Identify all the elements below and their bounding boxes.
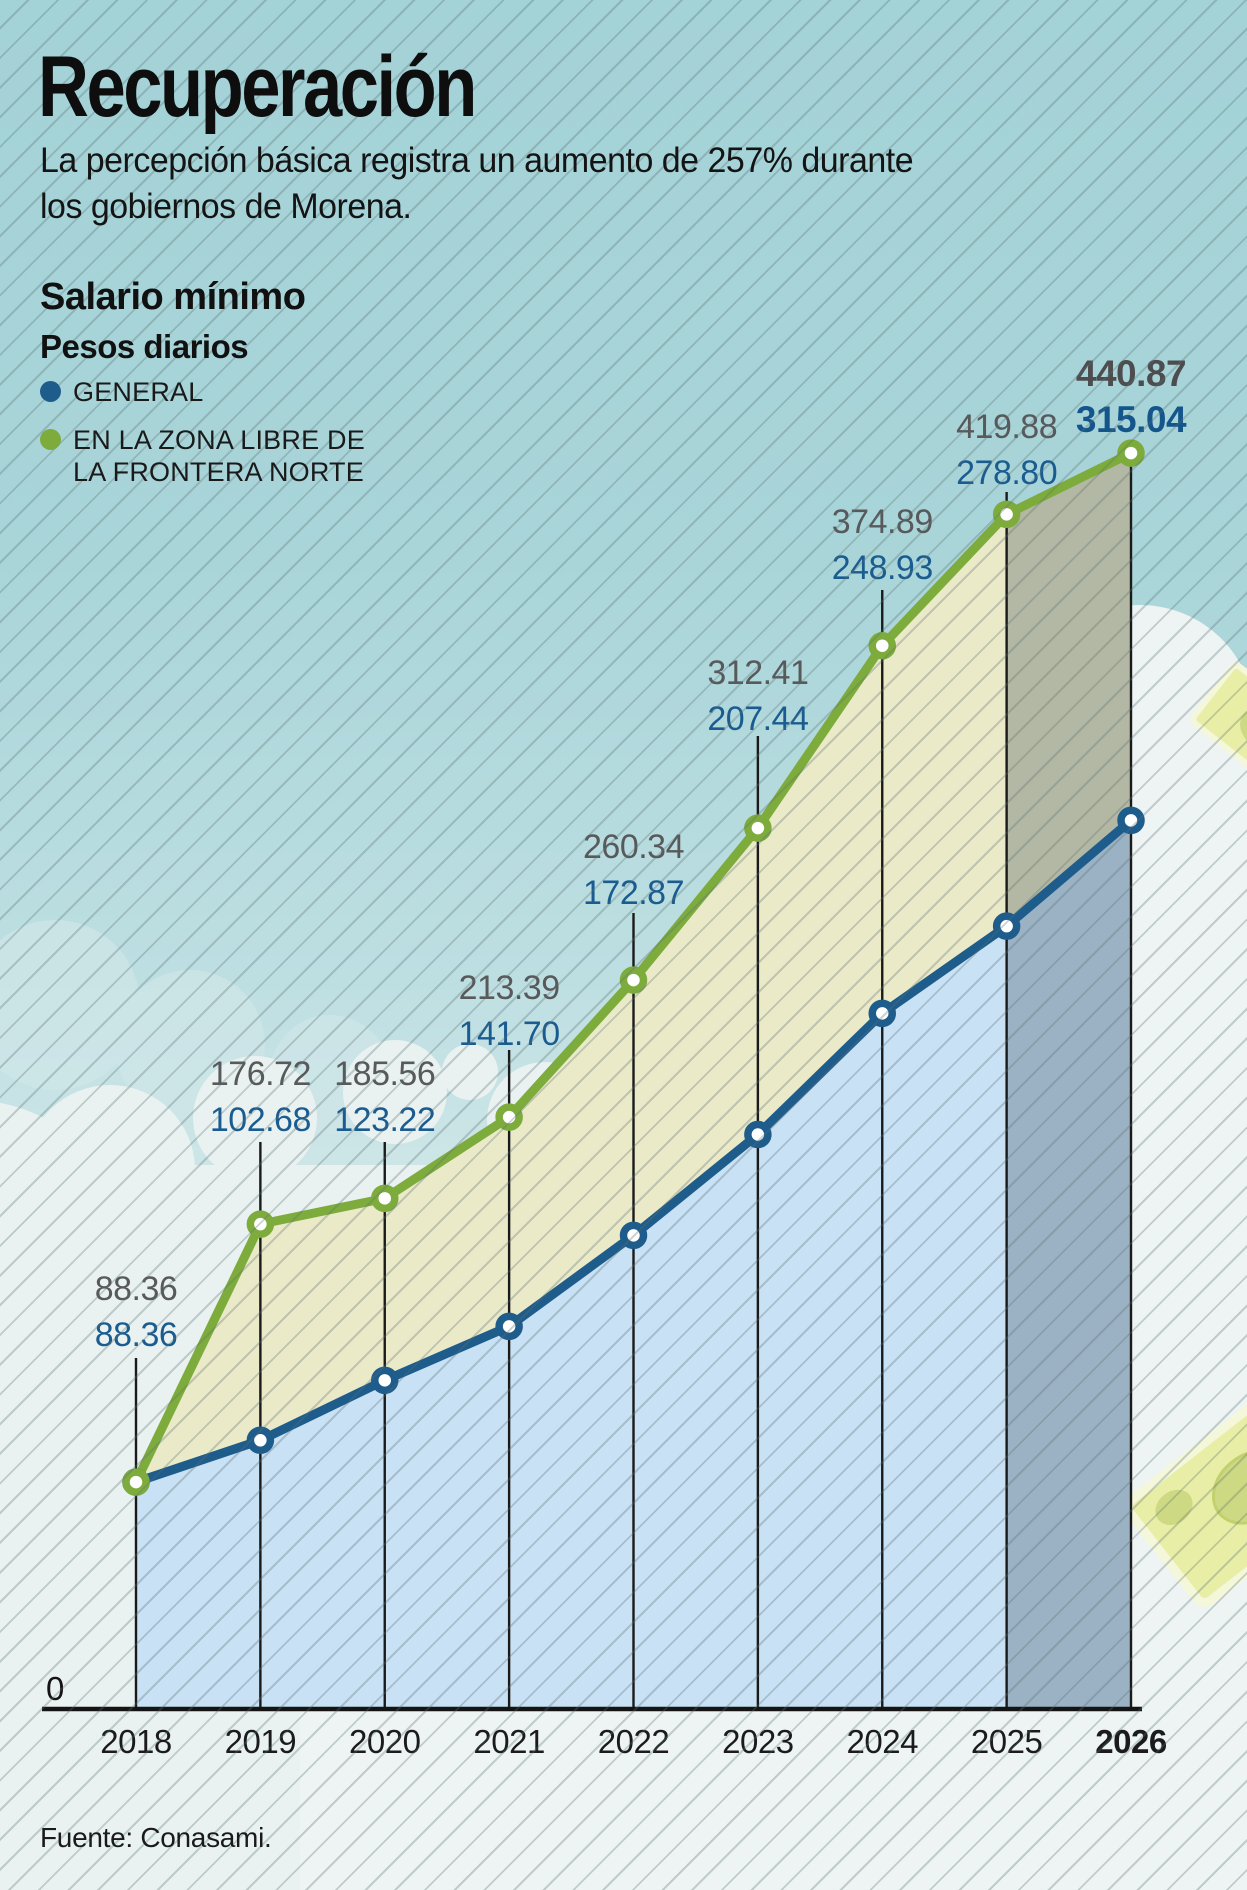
point-general-2025: [992, 912, 1021, 940]
value-label-frontera-norte-2024: 374.89: [832, 503, 933, 541]
value-label-frontera-norte-2026: 440.87: [1076, 353, 1186, 394]
point-frontera-norte-2026: [1117, 439, 1145, 467]
point-general-2023: [744, 1120, 772, 1149]
point-frontera-norte-2018: [122, 1468, 150, 1496]
x-axis-label-2019: 2019: [225, 1723, 296, 1760]
x-axis-label-2018: 2018: [100, 1723, 171, 1760]
point-frontera-norte-2019: [246, 1210, 275, 1238]
point-general-2026: [1117, 806, 1145, 835]
value-label-frontera-norte-2025: 419.88: [956, 408, 1057, 446]
point-general-2024: [868, 999, 896, 1028]
value-label-frontera-norte-2018: 88.36: [95, 1270, 178, 1308]
value-label-general-2025: 278.80: [956, 454, 1057, 492]
value-label-frontera-norte-2019: 176.72: [210, 1055, 311, 1093]
value-label-general-2023: 207.44: [707, 700, 808, 738]
point-general-2019: [246, 1426, 275, 1455]
point-general-2021: [495, 1312, 523, 1341]
value-label-frontera-norte-2021: 213.39: [459, 969, 560, 1007]
value-label-general-2018: 88.36: [95, 1316, 178, 1354]
value-label-frontera-norte-2020: 185.56: [334, 1055, 435, 1093]
point-frontera-norte-2020: [371, 1184, 399, 1213]
value-label-general-2026: 315.04: [1076, 399, 1187, 440]
value-label-frontera-norte-2022: 260.34: [583, 828, 684, 866]
x-axis-label-2025: 2025: [971, 1723, 1042, 1760]
x-axis-label-2020: 2020: [349, 1723, 421, 1760]
value-label-general-2020: 123.22: [334, 1101, 435, 1139]
point-frontera-norte-2024: [868, 631, 896, 660]
point-frontera-norte-2023: [744, 814, 772, 842]
banknote-icon: [1123, 1367, 1247, 1607]
projection-shading: [1006, 453, 1131, 1709]
value-label-general-2024: 248.93: [832, 549, 933, 587]
banknote-icon: [1190, 662, 1247, 798]
x-axis-label-2026: 2026: [1095, 1723, 1167, 1760]
value-label-general-2022: 172.87: [583, 874, 684, 912]
point-frontera-norte-2021: [495, 1103, 523, 1131]
x-axis-label-2021: 2021: [473, 1723, 544, 1760]
value-label-general-2021: 141.70: [459, 1015, 560, 1053]
point-frontera-norte-2025: [992, 500, 1021, 529]
point-frontera-norte-2022: [619, 966, 648, 994]
x-axis-label-2022: 2022: [598, 1723, 669, 1760]
x-axis-label-2023: 2023: [722, 1723, 793, 1760]
value-label-frontera-norte-2023: 312.41: [707, 654, 808, 692]
point-general-2022: [619, 1221, 648, 1250]
value-label-general-2019: 102.68: [210, 1101, 311, 1139]
y-axis-zero-label: 0: [46, 1670, 64, 1707]
x-axis-label-2024: 2024: [847, 1723, 919, 1760]
point-general-2020: [371, 1366, 399, 1395]
